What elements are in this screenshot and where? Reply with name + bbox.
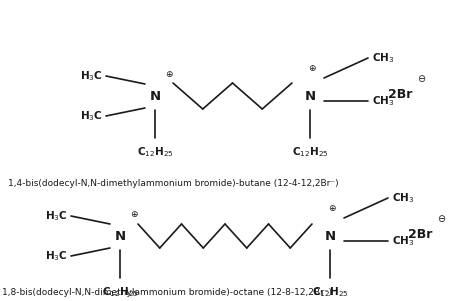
Text: 2Br: 2Br [388,88,412,101]
Text: CH$_3$: CH$_3$ [372,51,394,65]
Text: H$_3$C: H$_3$C [81,109,103,123]
Text: N: N [304,89,316,103]
Text: $\oplus$: $\oplus$ [328,203,337,213]
Text: $\oplus$: $\oplus$ [164,69,173,79]
Text: C$_{12}$H$_{25}$: C$_{12}$H$_{25}$ [102,285,138,299]
Text: N: N [324,229,336,243]
Text: C$_{12}$H$_{25}$: C$_{12}$H$_{25}$ [137,145,173,159]
Text: $\oplus$: $\oplus$ [129,209,138,219]
Text: N: N [114,229,126,243]
Text: $\ominus$: $\ominus$ [418,73,427,85]
Text: H$_3$C: H$_3$C [46,249,68,263]
Text: C$_{12}$H$_{25}$: C$_{12}$H$_{25}$ [292,145,328,159]
Text: 2Br: 2Br [408,228,432,240]
Text: $\ominus$: $\ominus$ [438,213,447,225]
Text: N: N [149,89,161,103]
Text: H$_3$C: H$_3$C [81,69,103,83]
Text: 1,4-bis(dodecyl-N,N-dimethylammonium bromide)-butane (12-4-12,2Br⁻): 1,4-bis(dodecyl-N,N-dimethylammonium bro… [8,178,338,188]
Text: 1,8-bis(dodecyl-N,N-dimethylammonium bromide)-octane (12-8-12,2Br⁻): 1,8-bis(dodecyl-N,N-dimethylammonium bro… [2,288,332,297]
Text: H$_3$C: H$_3$C [46,209,68,223]
Text: CH$_3$: CH$_3$ [392,234,414,248]
Text: CH$_3$: CH$_3$ [392,191,414,205]
Text: CH$_3$: CH$_3$ [372,94,394,108]
Text: $\oplus$: $\oplus$ [308,63,316,73]
Text: C$_{12}$H$_{25}$: C$_{12}$H$_{25}$ [312,285,348,299]
